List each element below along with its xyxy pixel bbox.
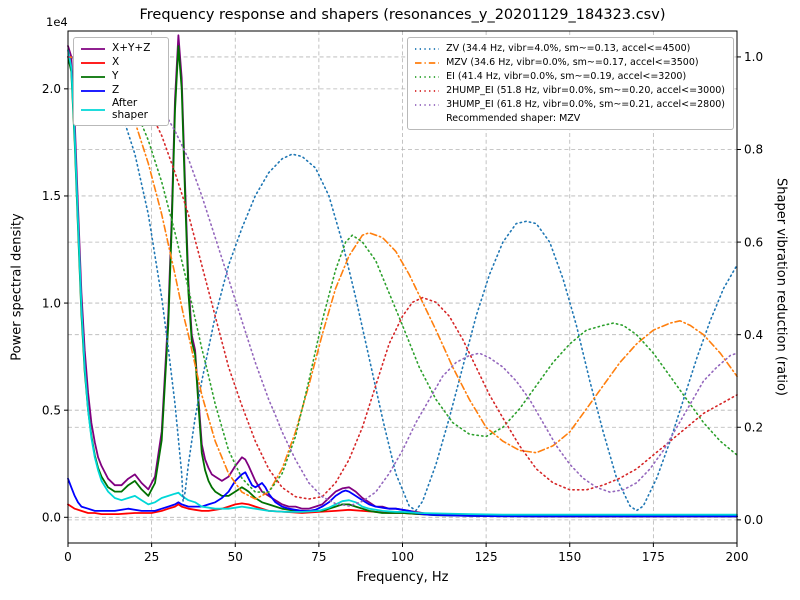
x-tick-label: 100 (391, 550, 414, 564)
x-tick-label: 75 (311, 550, 326, 564)
legend-label-mzv: MZV (34.6 Hz, vibr=0.0%, sm~=0.17, accel… (446, 56, 699, 68)
legend-entry-recommended-shaper: Recommended shaper: MZV (414, 112, 725, 125)
legend-entry-x: X (80, 56, 160, 69)
legend-entry-z: Z (80, 84, 160, 97)
legend-line-sample (415, 75, 440, 78)
legend-line-sample (81, 108, 105, 111)
legend-label-recommended-shaper: Recommended shaper: MZV (446, 112, 581, 124)
legend-psd: X+Y+Z X Y Z After shaper (73, 37, 169, 127)
shaper-line-2hump-ei (67, 56, 738, 500)
legend-entry-zv: ZV (34.4 Hz, vibr=4.0%, sm~=0.13, accel<… (414, 42, 725, 55)
x-tick-label: 25 (144, 550, 159, 564)
psd-line-y (67, 45, 738, 518)
legend-label-after-shaper: After shaper (112, 97, 149, 121)
legend-entry-y: Y (80, 70, 160, 83)
y-axis-label-right: Shaper vibration reduction (ratio) (773, 178, 789, 396)
shaper-line-3hump-ei (67, 56, 738, 507)
x-axis-label: Frequency, Hz (356, 570, 449, 585)
y2-tick-label: 1.0 (744, 50, 763, 64)
legend-line-sample (81, 75, 105, 78)
legend-entry-x-y-z: X+Y+Z (80, 42, 160, 55)
x-tick-label: 0 (64, 550, 72, 564)
legend-entry-after-shaper: After shaper (80, 97, 160, 121)
legend-line-sample (415, 61, 440, 64)
legend-entry-3hump-ei: 3HUMP_EI (61.8 Hz, vibr=0.0%, sm~=0.21, … (414, 98, 725, 111)
psd-line-after-shaper (67, 49, 738, 516)
chart-title: Frequency response and shapers (resonanc… (139, 7, 666, 23)
y2-tick-label: 0.2 (744, 420, 763, 434)
y-axis-label-left: Power spectral density (9, 213, 25, 361)
x-tick-label: 175 (642, 550, 665, 564)
y-tick-label: 1.5 (42, 189, 61, 203)
legend-entry-2hump-ei: 2HUMP_EI (51.8 Hz, vibr=0.0%, sm~=0.20, … (414, 84, 725, 97)
x-tick-label: 50 (228, 550, 243, 564)
y2-tick-label: 0.0 (744, 513, 763, 527)
y2-tick-label: 0.8 (744, 143, 763, 157)
legend-line-sample (415, 103, 440, 106)
legend-line-sample (81, 89, 105, 92)
legend-line-sample (415, 47, 440, 50)
shaper-line-mzv (67, 56, 738, 500)
shaper-line-ei (67, 56, 738, 493)
legend-label-3hump-ei: 3HUMP_EI (61.8 Hz, vibr=0.0%, sm~=0.21, … (446, 98, 725, 110)
x-tick-label: 125 (475, 550, 498, 564)
y2-tick-label: 0.4 (744, 328, 763, 342)
legend-line-sample (415, 89, 440, 92)
legend-entry-mzv: MZV (34.6 Hz, vibr=0.0%, sm~=0.17, accel… (414, 56, 725, 69)
y-tick-label: 0.5 (42, 403, 61, 417)
y2-tick-label: 0.6 (744, 235, 763, 249)
legend-label-zv: ZV (34.4 Hz, vibr=4.0%, sm~=0.13, accel<… (446, 42, 691, 54)
legend-label-y: Y (112, 69, 119, 82)
legend-label-z: Z (112, 83, 120, 96)
legend-line-sample (81, 47, 105, 50)
legend-line-sample (81, 61, 105, 64)
y-axis-offset-text: 1e4 (46, 15, 68, 29)
y-tick-label: 0.0 (42, 510, 61, 524)
legend-label-x-y-z: X+Y+Z (112, 41, 151, 54)
legend-entry-ei: EI (41.4 Hz, vibr=0.0%, sm~=0.19, accel<… (414, 70, 725, 83)
legend-label-ei: EI (41.4 Hz, vibr=0.0%, sm~=0.19, accel<… (446, 70, 687, 82)
legend-label-x: X (112, 55, 120, 68)
x-tick-label: 150 (558, 550, 581, 564)
y-tick-label: 2.0 (42, 82, 61, 96)
legend-shapers: ZV (34.4 Hz, vibr=4.0%, sm~=0.13, accel<… (407, 37, 734, 130)
legend-label-2hump-ei: 2HUMP_EI (51.8 Hz, vibr=0.0%, sm~=0.20, … (446, 84, 725, 96)
y-tick-label: 1.0 (42, 296, 61, 310)
x-tick-label: 200 (726, 550, 749, 564)
